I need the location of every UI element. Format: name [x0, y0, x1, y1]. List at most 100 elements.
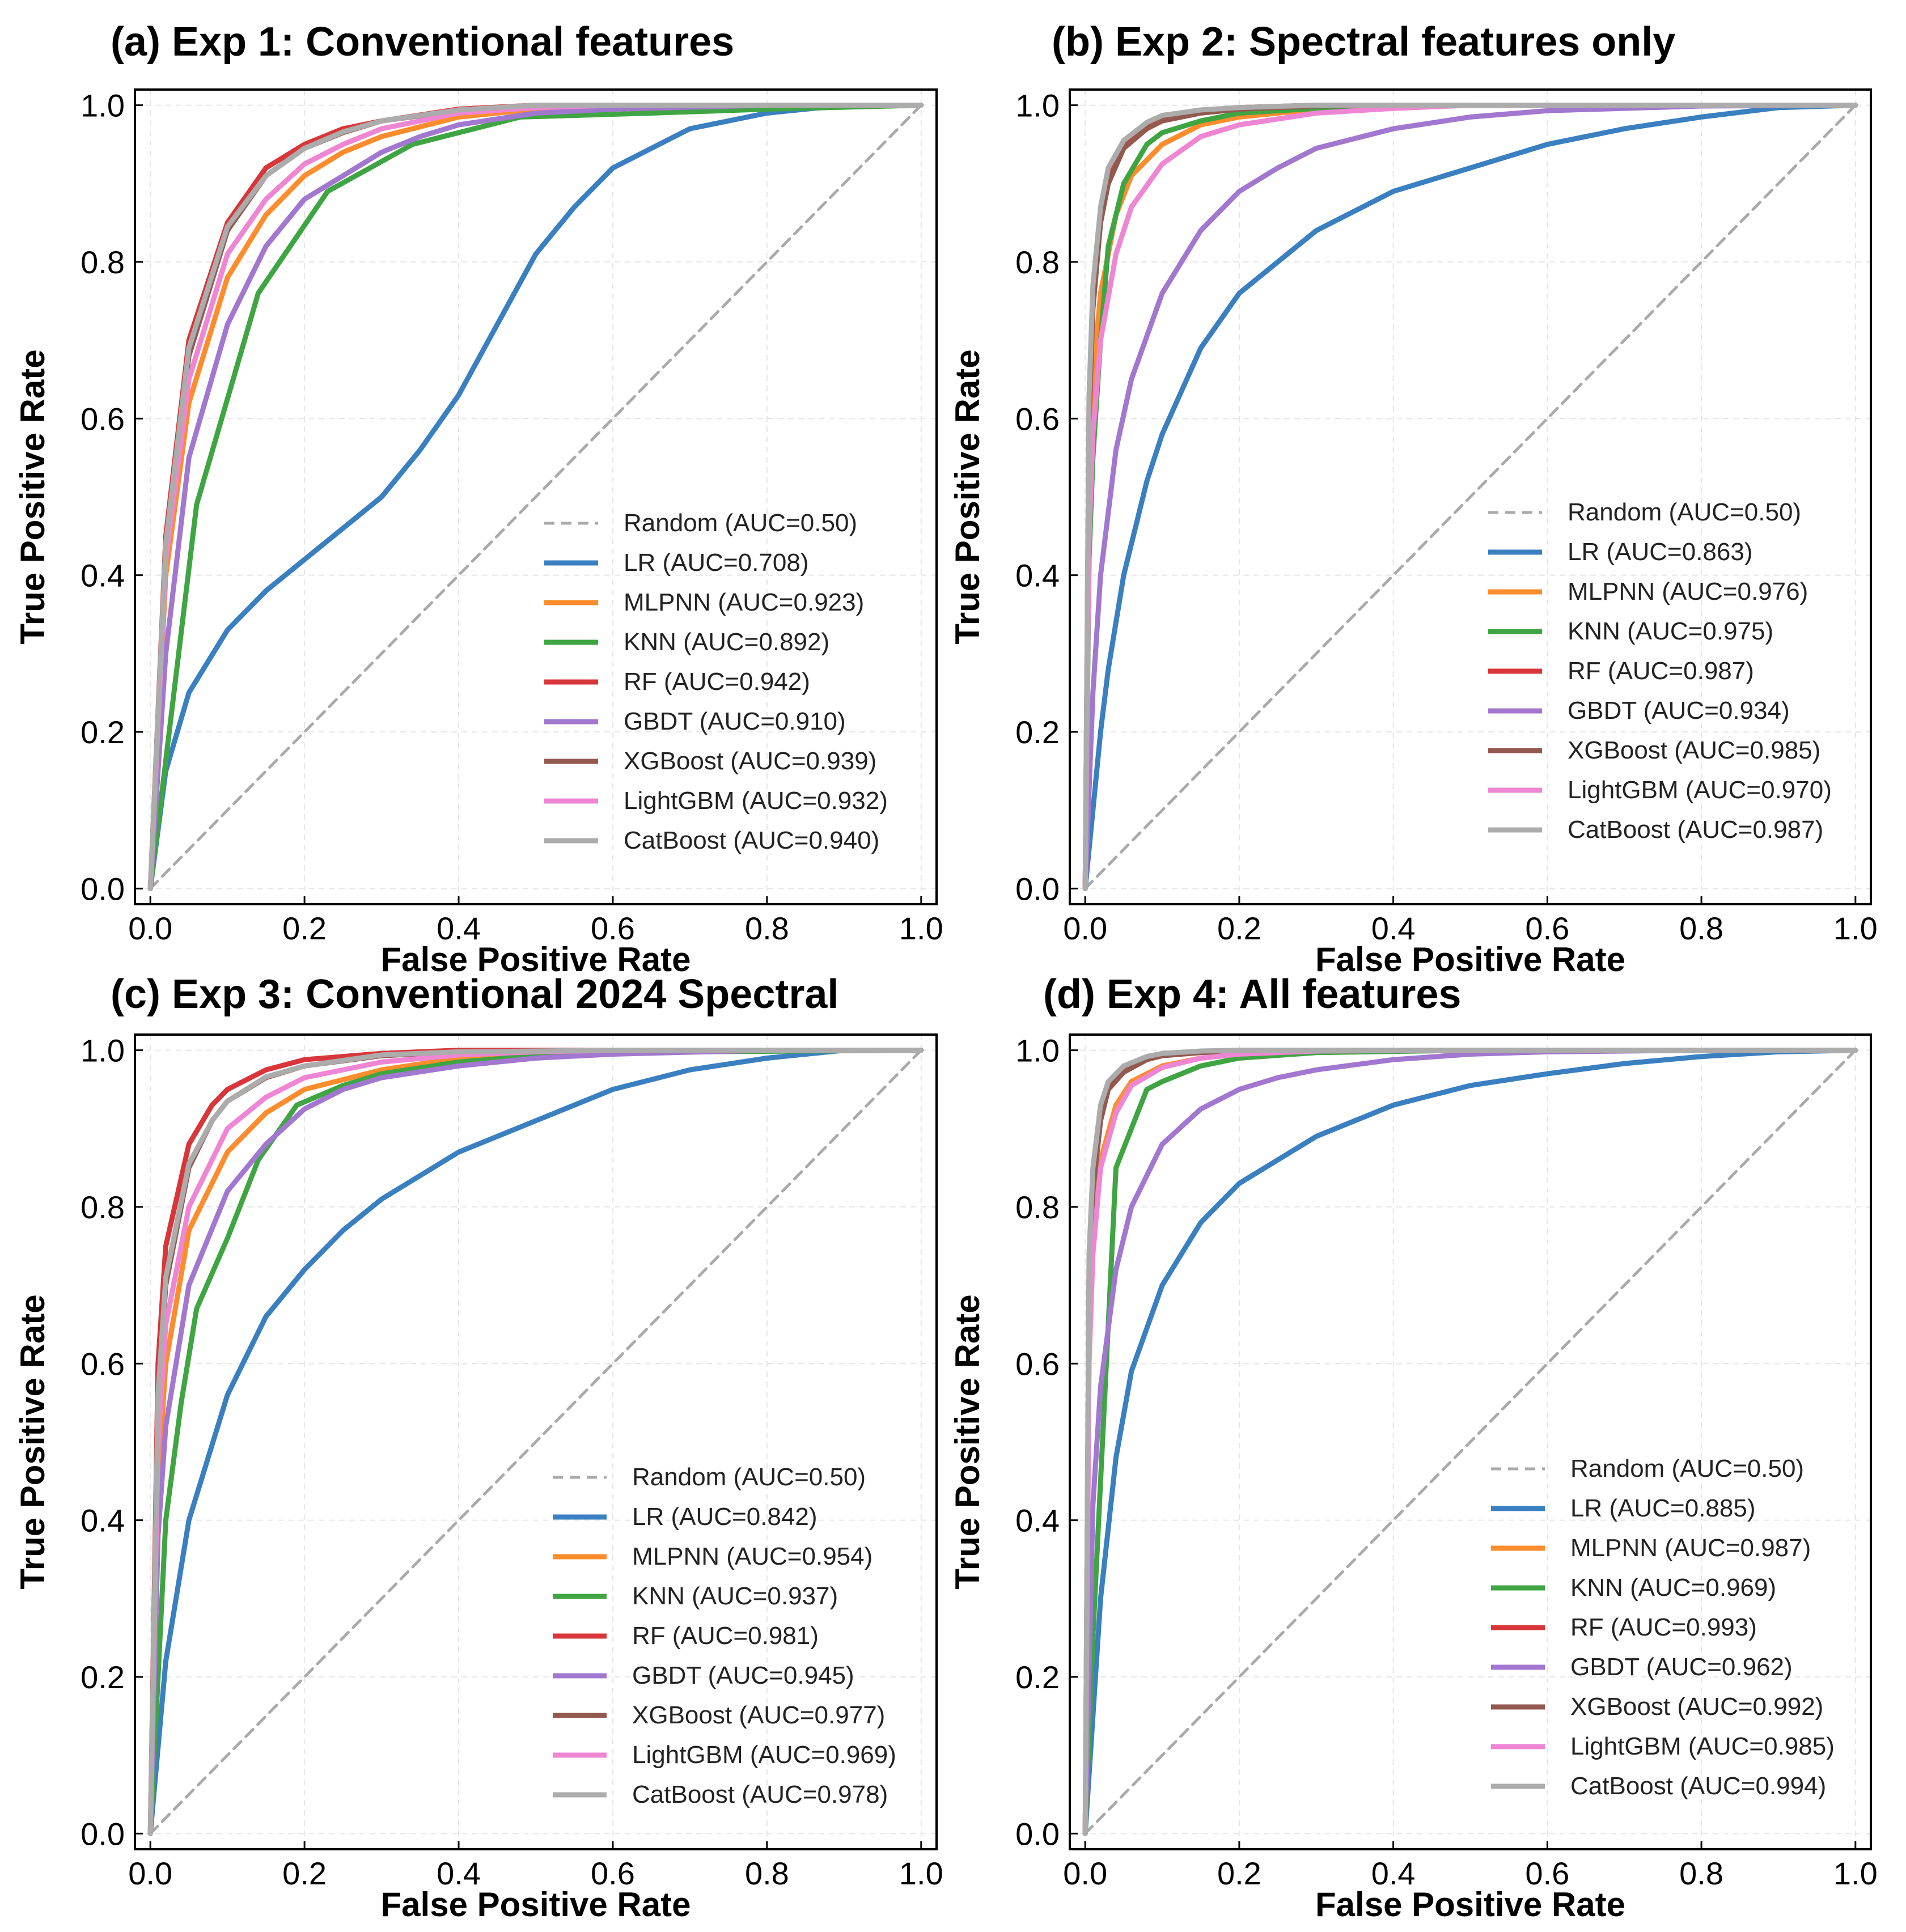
panel-c-xtick-label-5: 1.0	[899, 1855, 943, 1891]
panel-a-xtick-label-3: 0.6	[591, 910, 635, 946]
panel-c-xtick-label-2: 0.4	[437, 1855, 481, 1891]
panel-c-title: (c) Exp 3: Conventional 2024 Spectral	[111, 972, 838, 1017]
panel-b-legend-label-random: Random (AUC=0.50)	[1568, 498, 1801, 526]
panel-c-legend-label-knn: KNN (AUC=0.937)	[632, 1582, 838, 1610]
panel-d-ylabel: True Positive Rate	[948, 1294, 986, 1589]
panel-d-xtick-label-4: 0.8	[1679, 1855, 1723, 1891]
panel-a-legend-label-catboost: CatBoost (AUC=0.940)	[624, 827, 879, 854]
panel-c-line-catboost	[147, 1048, 924, 1836]
panel-c-ytick-label-4: 0.8	[81, 1189, 125, 1225]
panel-b-legend-label-xgboost: XGBoost (AUC=0.985)	[1568, 736, 1820, 764]
panel-a-line-catboost	[147, 103, 924, 891]
panel-b-ytick-label-1: 0.2	[1015, 714, 1060, 750]
panel-b-line-lr	[1082, 103, 1858, 891]
panel-c-frame	[134, 1033, 938, 1850]
panel-d-legend-label-random: Random (AUC=0.50)	[1570, 1455, 1804, 1482]
panel-d-xtick-label-0: 0.0	[1063, 1855, 1107, 1891]
panel-c-xtick-label-0: 0.0	[128, 1855, 172, 1891]
panel-d-line-random	[1083, 1049, 1857, 1835]
panel-d-ytick-label-3: 0.6	[1015, 1346, 1060, 1382]
panel-d-xtick-label-5: 1.0	[1833, 1855, 1878, 1891]
panel-c-ylabel: True Positive Rate	[14, 1294, 52, 1589]
panel-b-legend-label-rf: RF (AUC=0.987)	[1568, 657, 1754, 685]
panel-b-line-catboost	[1082, 103, 1858, 891]
panel-b-legend-label-lr: LR (AUC=0.863)	[1568, 538, 1752, 566]
panel-c-xtick-label-4: 0.8	[745, 1855, 789, 1891]
panel-d-title: (d) Exp 4: All features	[1043, 972, 1461, 1017]
panel-a: (a) Exp 1: Conventional features 0.0 0.2 0.…	[14, 19, 943, 978]
panel-a-legend-label-knn: KNN (AUC=0.892)	[624, 628, 829, 656]
panel-d-legend-label-knn: KNN (AUC=0.969)	[1570, 1574, 1776, 1601]
panel-d-legend-label-xgboost: XGBoost (AUC=0.992)	[1570, 1693, 1823, 1721]
panel-b-legend-label-gbdt: GBDT (AUC=0.934)	[1568, 697, 1790, 724]
panel-c-legend-label-lr: LR (AUC=0.842)	[632, 1503, 817, 1531]
panel-a-legend-label-lightgbm: LightGBM (AUC=0.932)	[624, 787, 888, 815]
panel-a-frame	[134, 88, 938, 905]
panel-b-xtick-label-4: 0.8	[1679, 910, 1723, 946]
panel-d-xlabel: False Positive Rate	[1315, 1886, 1625, 1923]
panel-b-xlabel: False Positive Rate	[1315, 940, 1625, 978]
panel-b-xtick-label-0: 0.0	[1063, 910, 1107, 946]
panel-a-legend-label-mlpnn: MLPNN (AUC=0.923)	[624, 588, 864, 616]
panel-a-xtick-label-1: 0.2	[282, 910, 327, 946]
panel-d-ytick-label-1: 0.2	[1015, 1659, 1060, 1695]
panel-b-line-lightgbm	[1082, 103, 1858, 891]
panel-a-line-knn	[147, 103, 924, 891]
panel-d: (d) Exp 4: All features 0.0 0.2 0.4 0.6 0.8 1.…	[948, 972, 1878, 1923]
panel-a-xlabel: False Positive Rate	[381, 940, 691, 978]
panel-d-ytick-label-0: 0.0	[1015, 1816, 1060, 1852]
panel-b-legend: Random (AUC=0.50) LR (AUC=0.863) MLPNN (AU…	[1488, 498, 1832, 844]
panel-b-legend-label-lightgbm: LightGBM (AUC=0.970)	[1568, 776, 1832, 804]
panel-c-legend-label-lightgbm: LightGBM (AUC=0.969)	[632, 1741, 896, 1769]
panel-d-xtick-label-2: 0.4	[1371, 1855, 1416, 1891]
panel-b-legend-label-catboost: CatBoost (AUC=0.987)	[1568, 816, 1823, 844]
panel-a-ytick-label-3: 0.6	[81, 401, 125, 437]
panel-c-line-random	[149, 1049, 923, 1835]
panel-c-legend-label-catboost: CatBoost (AUC=0.978)	[632, 1781, 888, 1808]
panel-b-ytick-label-3: 0.6	[1015, 401, 1060, 437]
panel-a-legend-label-rf: RF (AUC=0.942)	[624, 668, 810, 696]
panel-a-ytick-label-1: 0.2	[81, 714, 125, 750]
panel-b-legend-label-knn: KNN (AUC=0.975)	[1568, 617, 1773, 645]
panel-d-legend-label-lightgbm: LightGBM (AUC=0.985)	[1570, 1732, 1835, 1760]
panel-a-line-lr	[147, 103, 924, 891]
panel-a-ytick-label-0: 0.0	[81, 871, 125, 906]
panel-d-line-catboost	[1082, 1048, 1858, 1836]
panel-c-legend: Random (AUC=0.50) LR (AUC=0.842) MLPNN (AU…	[553, 1463, 896, 1808]
panel-a-legend-label-lr: LR (AUC=0.708)	[624, 549, 808, 577]
panel-d-xtick-label-1: 0.2	[1217, 1855, 1261, 1891]
panel-a-xtick-label-0: 0.0	[128, 910, 172, 946]
panel-d-frame	[1069, 1033, 1872, 1850]
panel-d-legend-label-rf: RF (AUC=0.993)	[1570, 1613, 1757, 1641]
panel-a-xtick-label-2: 0.4	[437, 910, 481, 946]
panel-c-line-gbdt	[147, 1048, 924, 1836]
panel-a-ylabel: True Positive Rate	[14, 349, 52, 644]
panel-c-ytick-label-3: 0.6	[81, 1346, 125, 1382]
panel-b-ytick-label-2: 0.4	[1015, 558, 1060, 594]
panel-b-title: (b) Exp 2: Spectral features only	[1052, 19, 1675, 65]
panel-d-ytick-label-2: 0.4	[1015, 1503, 1060, 1539]
panel-a-legend-label-gbdt: GBDT (AUC=0.910)	[624, 707, 846, 735]
panel-d-line-lr	[1082, 1048, 1858, 1836]
panel-b-xtick-label-2: 0.4	[1371, 910, 1416, 946]
panel-b-xtick-label-5: 1.0	[1833, 910, 1878, 946]
panel-a-title: (a) Exp 1: Conventional features	[111, 19, 734, 65]
panel-c: (c) Exp 3: Conventional 2024 Spectral 0.0…	[14, 972, 943, 1923]
panel-a-line-random	[149, 104, 923, 890]
panel-a-legend: Random (AUC=0.50) LR (AUC=0.708) MLPNN (AU…	[544, 509, 888, 854]
panel-d-xtick-label-3: 0.6	[1525, 1855, 1569, 1891]
panel-a-ytick-label-5: 1.0	[81, 88, 125, 124]
panel-d-legend-label-catboost: CatBoost (AUC=0.994)	[1570, 1772, 1826, 1800]
panel-b-ytick-label-4: 0.8	[1015, 244, 1060, 280]
panel-c-ytick-label-0: 0.0	[81, 1816, 125, 1852]
panel-d-legend-label-gbdt: GBDT (AUC=0.962)	[1570, 1653, 1793, 1681]
panel-c-ytick-label-5: 1.0	[81, 1033, 125, 1069]
panel-b-ytick-label-5: 1.0	[1015, 88, 1060, 124]
panel-a-xtick-label-4: 0.8	[745, 910, 789, 946]
panel-b-legend-label-mlpnn: MLPNN (AUC=0.976)	[1568, 578, 1808, 605]
panel-b-ylabel: True Positive Rate	[948, 349, 986, 644]
panel-b-xtick-label-1: 0.2	[1217, 910, 1261, 946]
panel-c-xlabel: False Positive Rate	[381, 1886, 691, 1923]
panel-b: (b) Exp 2: Spectral features only 0.0 0.2 0…	[948, 19, 1878, 978]
